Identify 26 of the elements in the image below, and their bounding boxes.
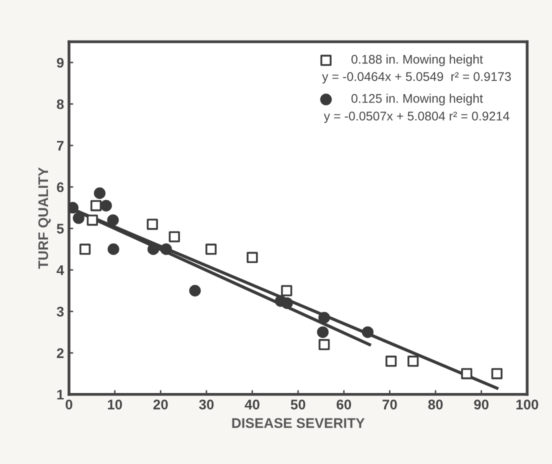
legend-label: 0.125 in. Mowing height [351,94,483,106]
y-tick-label: 9 [56,58,64,68]
x-tick-label: 80 [428,400,443,410]
x-tick-label: 50 [290,400,306,410]
x-tick-label: 30 [199,400,214,410]
annotation: y = -0.0464x + 5.0549 r² = 0.9173 [322,72,511,84]
x-tick-label: 0 [66,400,72,410]
y-tick-label: 5 [56,224,64,234]
annotation: y = -0.0507x + 5.0804 r² = 0.9214 [324,112,510,123]
y-tick-label: 8 [56,99,64,110]
y-tick-label: 3 [56,306,64,317]
x-tick-label: 10 [108,400,122,410]
y-tick-label: 1 [57,390,64,400]
x-tick-label: 20 [153,400,168,410]
x-tick-label: 90 [474,400,488,410]
x-tick-label: 100 [516,400,538,410]
y-tick-label: 7 [57,140,64,151]
legend-label: 0.188 in. Mowing height [351,54,483,66]
y-tick-label: 4 [56,265,64,275]
x-tick-label: 60 [336,400,352,410]
x-tick-label: 70 [382,400,397,410]
x-axis-title: DISEASE SEVERITY [232,418,365,428]
y-tick-label: 2 [56,348,64,358]
x-tick-label: 40 [244,400,260,410]
y-axis-title: TURF QUALITY [38,167,51,269]
y-tick-label: 6 [56,182,64,192]
